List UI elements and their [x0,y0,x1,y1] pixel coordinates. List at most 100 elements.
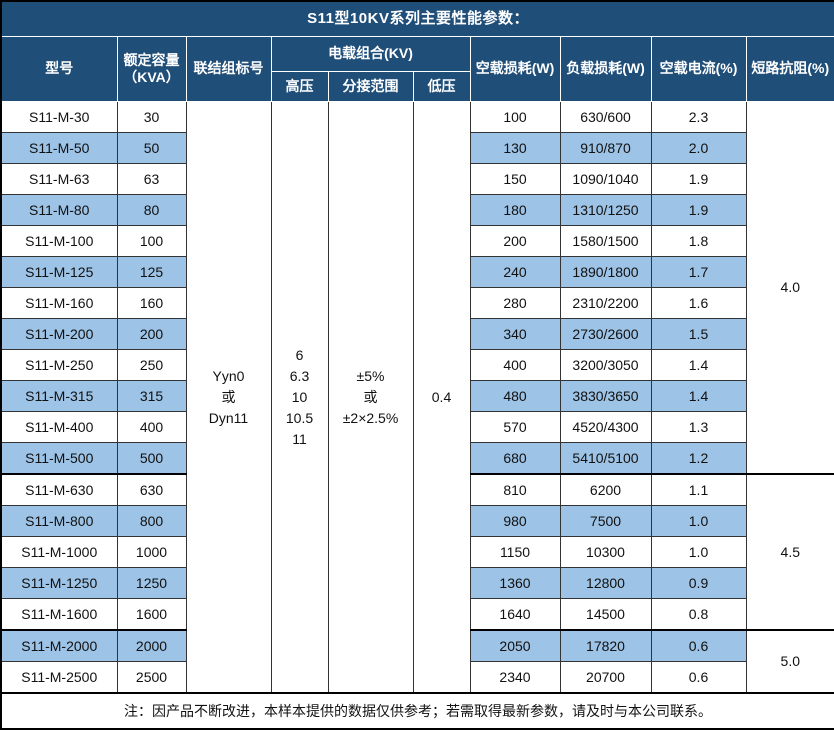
cell-no-load-current: 1.4 [650,380,747,412]
cell-no-load-current: 1.2 [650,442,747,475]
cell-load-loss: 4520/4300 [559,411,652,443]
cell-no-load-current: 0.9 [650,567,747,599]
cell-no-load-current: 2.3 [650,101,747,133]
cell-no-load-current: 1.7 [650,256,747,288]
cell-load-loss: 5410/5100 [559,442,652,475]
cell-model: S11-M-100 [0,225,118,257]
cell-no-load-current: 1.9 [650,163,747,195]
cell-load-loss: 2310/2200 [559,287,652,319]
cell-model: S11-M-30 [0,101,118,133]
cell-load-loss: 3830/3650 [559,380,652,412]
cell-model: S11-M-400 [0,411,118,443]
cell-no-load-loss: 810 [469,473,561,506]
table-row: S11-M-80 80 180 1310/1250 1.9 [0,194,834,226]
table-body: S11-M-30 30 Yyn0 或 Dyn11 6 6.3 10 10.5 11 ±5… [0,101,834,694]
cell-capacity: 2000 [116,629,187,662]
table-row: S11-M-63 63 150 1090/1040 1.9 [0,163,834,195]
cell-no-load-loss: 480 [469,380,561,412]
table-row: S11-M-1000 1000 1150 10300 1.0 [0,536,834,568]
cell-capacity: 250 [116,349,187,381]
cell-load-loss: 12800 [559,567,652,599]
cell-no-load-current: 1.0 [650,505,747,537]
cell-load-loss: 630/600 [559,101,652,133]
cell-capacity: 630 [116,473,187,506]
cell-capacity: 315 [116,380,187,412]
cell-capacity: 160 [116,287,187,319]
col-header-load-loss: 负载损耗(W) [559,36,652,102]
cell-model: S11-M-1600 [0,598,118,631]
cell-load-loss: 10300 [559,536,652,568]
cell-hv-merged: 6 6.3 10 10.5 11 [270,101,329,694]
cell-no-load-loss: 980 [469,505,561,537]
cell-model: S11-M-63 [0,163,118,195]
cell-load-loss: 7500 [559,505,652,537]
cell-load-loss: 3200/3050 [559,349,652,381]
cell-no-load-loss: 280 [469,287,561,319]
cell-capacity: 80 [116,194,187,226]
cell-connection-merged: Yyn0 或 Dyn11 [185,101,272,694]
cell-model: S11-M-125 [0,256,118,288]
col-header-connection: 联结组标号 [185,36,272,102]
cell-model: S11-M-315 [0,380,118,412]
cell-no-load-loss: 1640 [469,598,561,631]
table-row: S11-M-200 200 340 2730/2600 1.5 [0,318,834,350]
cell-model: S11-M-200 [0,318,118,350]
cell-no-load-loss: 240 [469,256,561,288]
cell-no-load-current: 1.0 [650,536,747,568]
cell-model: S11-M-250 [0,349,118,381]
table-row: S11-M-630 630 810 6200 1.1 4.5 [0,473,834,631]
table-row: S11-M-1250 1250 1360 12800 0.9 [0,567,834,599]
cell-capacity: 1000 [116,536,187,568]
cell-capacity: 63 [116,163,187,195]
cell-load-loss: 14500 [559,598,652,631]
cell-capacity: 100 [116,225,187,257]
cell-no-load-loss: 200 [469,225,561,257]
cell-no-load-current: 1.6 [650,287,747,319]
col-header-impedance: 短路抗阻(%) [745,36,834,102]
table-header: S11型10KV系列主要性能参数： 型号 额定容量 （KVA） 联结组标号 电载… [0,0,834,102]
cell-load-loss: 20700 [559,661,652,694]
cell-capacity: 500 [116,442,187,475]
cell-no-load-loss: 130 [469,132,561,164]
cell-model: S11-M-50 [0,132,118,164]
cell-model: S11-M-160 [0,287,118,319]
cell-model: S11-M-1250 [0,567,118,599]
cell-model: S11-M-2500 [0,661,118,694]
cell-model: S11-M-500 [0,442,118,475]
col-header-no-load-loss: 空载损耗(W) [469,36,561,102]
cell-no-load-loss: 2340 [469,661,561,694]
col-header-voltage-group: 电载组合(KV) [270,36,471,72]
cell-no-load-current: 1.8 [650,225,747,257]
cell-impedance-merged: 4.5 [745,473,834,631]
page-title: S11型10KV系列主要性能参数： [0,0,834,37]
table-row: S11-M-160 160 280 2310/2200 1.6 [0,287,834,319]
table-row: S11-M-125 125 240 1890/1800 1.7 [0,256,834,288]
cell-no-load-current: 2.0 [650,132,747,164]
cell-no-load-current: 1.3 [650,411,747,443]
cell-capacity: 200 [116,318,187,350]
cell-tap-range-merged: ±5% 或 ±2×2.5% [327,101,414,694]
cell-no-load-current: 0.8 [650,598,747,631]
cell-no-load-loss: 150 [469,163,561,195]
cell-load-loss: 6200 [559,473,652,506]
col-header-lv: 低压 [412,71,471,102]
cell-no-load-loss: 1150 [469,536,561,568]
table-row: S11-M-400 400 570 4520/4300 1.3 [0,411,834,443]
cell-lv-merged: 0.4 [412,101,471,694]
cell-no-load-loss: 100 [469,101,561,133]
col-header-hv: 高压 [270,71,329,102]
cell-no-load-current: 1.4 [650,349,747,381]
cell-no-load-loss: 680 [469,442,561,475]
cell-capacity: 400 [116,411,187,443]
cell-model: S11-M-1000 [0,536,118,568]
cell-no-load-current: 0.6 [650,629,747,662]
cell-capacity: 1250 [116,567,187,599]
cell-model: S11-M-2000 [0,629,118,662]
cell-no-load-loss: 1360 [469,567,561,599]
table-row: S11-M-50 50 130 910/870 2.0 [0,132,834,164]
cell-capacity: 1600 [116,598,187,631]
table-row: S11-M-1600 1600 1640 14500 0.8 [0,598,834,631]
cell-no-load-loss: 400 [469,349,561,381]
table-row: S11-M-2000 2000 2050 17820 0.6 5.0 [0,629,834,694]
